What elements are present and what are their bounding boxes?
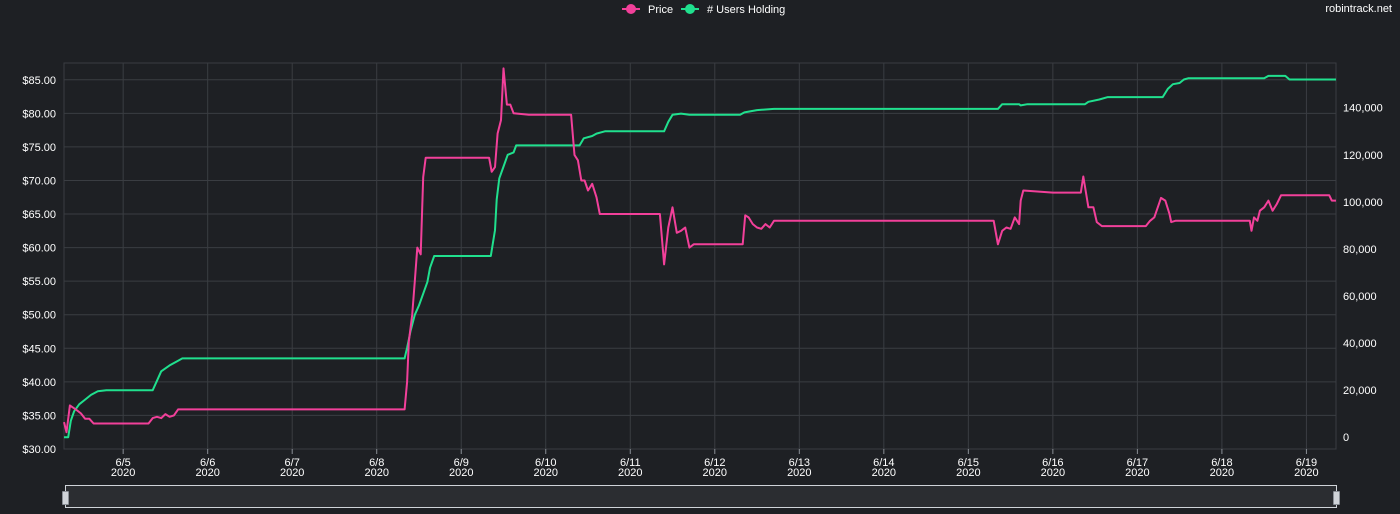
y-left-tick-label: $30.00 — [22, 444, 56, 456]
x-tick-year: 2020 — [956, 467, 980, 479]
x-tick-year: 2020 — [1294, 467, 1318, 479]
x-tick-year: 2020 — [703, 467, 727, 479]
y-right-tick-label: 40,000 — [1343, 338, 1377, 350]
x-tick-year: 2020 — [618, 467, 642, 479]
y-right-tick-label: 20,000 — [1343, 385, 1377, 397]
y-right-tick-label: 120,000 — [1343, 150, 1383, 162]
y-axis-right: 0 20,000 40,000 60,000 80,000 100,000 120,000 1… — [1343, 103, 1383, 445]
x-tick-year: 2020 — [364, 467, 388, 479]
y-right-tick-label: 0 — [1343, 432, 1349, 444]
y-left-tick-label: $40.00 — [22, 377, 56, 389]
x-tick-year: 2020 — [280, 467, 304, 479]
y-left-tick-label: $80.00 — [22, 108, 56, 120]
plot-border — [63, 62, 1337, 450]
x-tick-label: 6/7 — [285, 457, 300, 469]
x-tick-label: 6/11 — [620, 457, 641, 469]
legend-users-marker — [685, 4, 695, 14]
x-tick-label: 6/14 — [873, 457, 894, 469]
series-lines — [63, 67, 1336, 439]
y-left-tick-label: $70.00 — [22, 175, 56, 187]
y-left-tick-label: $55.00 — [22, 276, 56, 288]
legend-price-label: Price — [648, 4, 673, 16]
x-tick-year: 2020 — [534, 467, 558, 479]
y-right-tick-label: 140,000 — [1343, 103, 1383, 115]
legend-price-marker — [626, 4, 636, 14]
x-tick-label: 6/13 — [789, 457, 810, 469]
x-tick-label: 6/17 — [1127, 457, 1148, 469]
x-tick-year: 2020 — [1210, 467, 1234, 479]
y-left-tick-label: $50.00 — [22, 310, 56, 322]
legend[interactable]: Price # Users Holding — [622, 4, 785, 16]
x-tick-label: 6/19 — [1296, 457, 1317, 469]
navigator-right-handle[interactable] — [1333, 491, 1340, 505]
y-left-tick-label: $65.00 — [22, 209, 56, 221]
y-right-tick-label: 100,000 — [1343, 197, 1383, 209]
x-tick-year: 2020 — [787, 467, 811, 479]
x-tick-year: 2020 — [872, 467, 896, 479]
y-axis-left: $30.00 $35.00 $40.00 $45.00 $50.00 $55.00 $60.… — [22, 75, 56, 456]
legend-users-label: # Users Holding — [707, 4, 785, 16]
range-navigator[interactable] — [62, 485, 1340, 508]
price-series-line — [63, 67, 1336, 434]
x-axis: 6/520206/620206/720206/820206/920206/102… — [111, 449, 1319, 479]
y-left-tick-label: $45.00 — [22, 343, 56, 355]
x-tick-label: 6/18 — [1211, 457, 1232, 469]
x-tick-label: 6/5 — [116, 457, 131, 469]
x-tick-year: 2020 — [111, 467, 135, 479]
x-tick-year: 2020 — [1125, 467, 1149, 479]
y-left-tick-label: $75.00 — [22, 142, 56, 154]
y-right-tick-label: 80,000 — [1343, 244, 1377, 256]
x-tick-year: 2020 — [1041, 467, 1065, 479]
x-tick-label: 6/6 — [200, 457, 215, 469]
y-right-tick-label: 60,000 — [1343, 291, 1377, 303]
y-left-tick-label: $60.00 — [22, 243, 56, 255]
x-tick-year: 2020 — [195, 467, 219, 479]
x-tick-label: 6/10 — [535, 457, 556, 469]
watermark: robintrack.net — [1325, 3, 1392, 15]
x-tick-year: 2020 — [449, 467, 473, 479]
y-left-tick-label: $35.00 — [22, 410, 56, 422]
x-tick-label: 6/16 — [1042, 457, 1063, 469]
x-tick-label: 6/15 — [958, 457, 979, 469]
grid — [63, 62, 1337, 450]
x-tick-label: 6/12 — [704, 457, 725, 469]
x-tick-label: 6/9 — [454, 457, 469, 469]
navigator-left-handle[interactable] — [62, 491, 69, 505]
y-left-tick-label: $85.00 — [22, 75, 56, 87]
x-tick-label: 6/8 — [369, 457, 384, 469]
users-series-line — [64, 74, 1336, 439]
